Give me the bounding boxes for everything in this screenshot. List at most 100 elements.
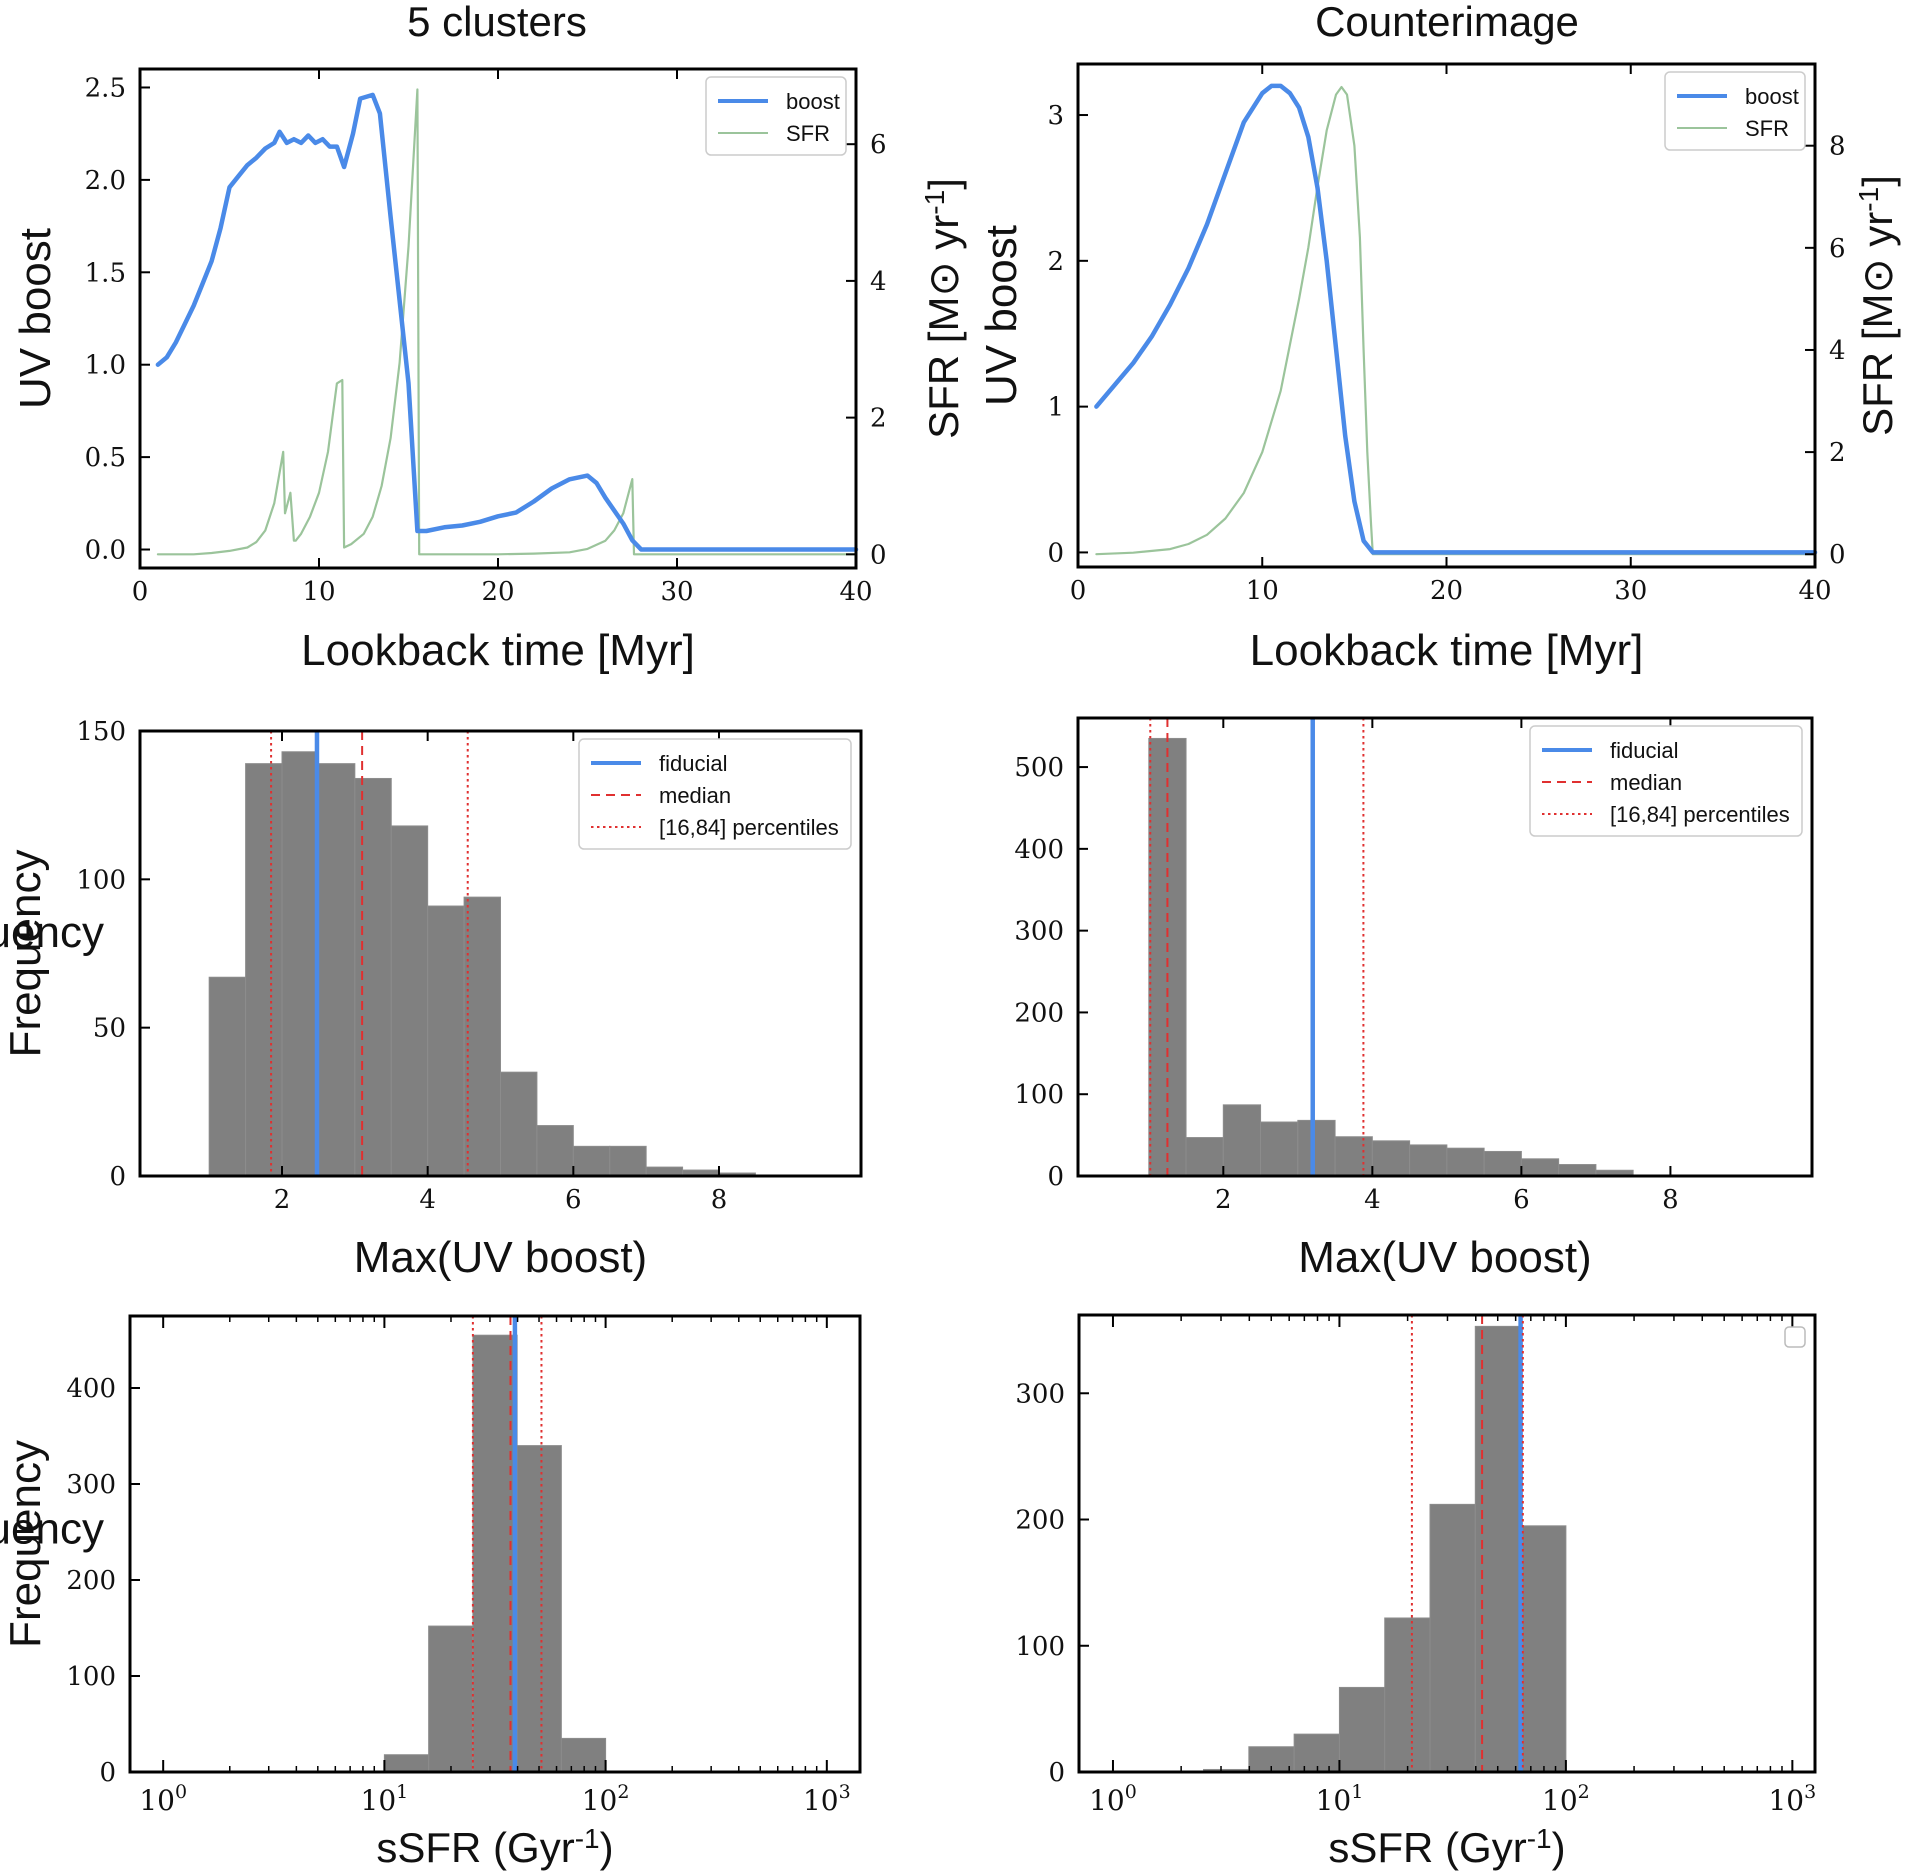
histogram-bar	[383, 1754, 430, 1773]
legend-label: [16,84] percentiles	[1610, 802, 1790, 827]
y-tick-label: 200	[66, 1566, 116, 1596]
x-tick-label: 20	[481, 577, 514, 607]
legend-box	[578, 738, 852, 850]
panel-title: Counterimage	[1315, 0, 1579, 45]
panel-5-clusters-ssfr-histogram: 100 101 102 103 0 100 200 300 400 sSFR (Gyr-1) Fre…	[1, 1314, 862, 1871]
panel-5-clusters-boost-vs-sfr: 5 clusters 0 10 20 30 40 0.0 0.5 1.0 1.5 2.0 2.5 0 2 4…	[11, 0, 967, 675]
histogram-bar	[1293, 1733, 1340, 1773]
x-tick-label: 102	[582, 1781, 630, 1817]
x-tick-label: 100	[1089, 1781, 1137, 1817]
y-axis-label: Frequency	[0, 908, 104, 957]
x-axis-label: sSFR (Gyr-1)	[376, 1823, 613, 1871]
x-axis-label: Lookback time [Myr]	[301, 626, 695, 675]
x-tick-label: 40	[1798, 576, 1831, 606]
x-tick-label: 4	[1364, 1185, 1381, 1215]
y-tick-label: 300	[1014, 917, 1064, 947]
histogram-bar	[354, 777, 392, 1177]
y-axis-label: UV boost	[11, 228, 60, 409]
legend-label: fiducial	[1610, 738, 1678, 763]
boost-line	[155, 92, 859, 552]
histogram-bar	[1520, 1158, 1560, 1177]
histogram-bar	[1334, 1136, 1373, 1177]
legend-label: SFR	[786, 121, 830, 146]
x-tick-label: 2	[274, 1185, 291, 1215]
y-tick-label: 2	[1047, 247, 1064, 277]
x-tick-label: 6	[1513, 1185, 1530, 1215]
sfr-line	[156, 88, 858, 556]
y-tick-label: 3	[1047, 101, 1064, 131]
histogram-bar	[390, 825, 429, 1177]
y-tick-label: 200	[1014, 998, 1064, 1028]
y2-axis-label: SFR [M⊙ yr-1]	[919, 178, 967, 439]
panel-counterimage-ssfr-histogram: 100 101 102 103 0 100 200 300 sSFR (Gyr-1) Freque…	[0, 1313, 1817, 1871]
histogram-bar	[1185, 1137, 1224, 1177]
histogram-bar	[1260, 1121, 1299, 1177]
x-tick-label: 30	[660, 577, 693, 607]
x-tick-label: 8	[711, 1185, 728, 1215]
x-tick-label: 10	[302, 577, 335, 607]
y2-tick-label: 6	[870, 130, 887, 160]
x-tick-label: 6	[565, 1185, 582, 1215]
x-tick-label: 100	[139, 1781, 187, 1817]
y-tick-label: 150	[76, 717, 126, 747]
y-tick-label: 100	[76, 865, 126, 895]
histogram-bar	[500, 1071, 538, 1177]
y2-axis-label: SFR [M⊙ yr-1]	[1853, 175, 1901, 436]
x-tick-label: 103	[803, 1781, 851, 1817]
histogram-bar	[572, 1145, 611, 1177]
y-tick-label: 0	[1047, 1162, 1064, 1192]
x-tick-label: 101	[361, 1781, 409, 1817]
y-tick-label: 1.5	[85, 258, 126, 288]
sfr-line	[1095, 85, 1817, 556]
histogram-bar	[463, 896, 501, 1177]
x-axis-label: Max(UV boost)	[354, 1233, 647, 1282]
legend-box-empty	[1784, 1326, 1806, 1348]
histogram-bar	[1409, 1144, 1448, 1177]
x-tick-label: 8	[1662, 1185, 1679, 1215]
legend-label: median	[1610, 770, 1682, 795]
x-tick-label: 2	[1215, 1185, 1232, 1215]
y-tick-label: 200	[1015, 1506, 1065, 1536]
histogram-bar	[1297, 1119, 1336, 1177]
histogram-bar	[427, 905, 465, 1177]
y2-tick-label: 2	[1829, 438, 1846, 468]
x-tick-label: 20	[1430, 576, 1463, 606]
legend-box	[1664, 71, 1806, 151]
x-tick-label: 103	[1768, 1781, 1816, 1817]
histogram-bar	[208, 976, 247, 1177]
histogram-bar	[428, 1625, 474, 1773]
legend-label: boost	[786, 89, 840, 114]
histogram-bar	[281, 751, 319, 1177]
y-axis-label: Frequency	[1, 1440, 50, 1648]
y-tick-label: 0	[109, 1162, 126, 1192]
y-tick-label: 100	[66, 1662, 116, 1692]
y-tick-label: 100	[1014, 1080, 1064, 1110]
axes-frame	[138, 729, 863, 1178]
y-tick-label: 300	[1015, 1379, 1065, 1409]
y-tick-label: 2.5	[85, 73, 126, 103]
legend-label: [16,84] percentiles	[659, 815, 839, 840]
y2-tick-label: 4	[870, 267, 887, 297]
y2-tick-label: 6	[1829, 234, 1846, 264]
histogram-bar	[1371, 1140, 1411, 1177]
y-tick-label: 0	[1047, 538, 1064, 568]
histogram-bar	[609, 1145, 647, 1177]
y-tick-label: 2.0	[85, 166, 126, 196]
histogram-bar	[1429, 1503, 1476, 1773]
x-tick-label: 40	[839, 577, 872, 607]
y-tick-label: 100	[1015, 1632, 1065, 1662]
histogram-bar	[317, 763, 356, 1177]
y-tick-label: 0.0	[85, 536, 126, 566]
axes-frame	[1076, 716, 1814, 1178]
y-tick-label: 0	[1048, 1758, 1065, 1788]
y-tick-label: 50	[93, 1014, 126, 1044]
legend-label: boost	[1745, 84, 1799, 109]
histogram-bar	[245, 763, 283, 1177]
y-axis-label: Frequency	[1, 850, 50, 1058]
x-axis-label: sSFR (Gyr-1)	[1328, 1823, 1565, 1871]
x-tick-label: 0	[1070, 576, 1087, 606]
y-tick-label: 400	[66, 1374, 116, 1404]
